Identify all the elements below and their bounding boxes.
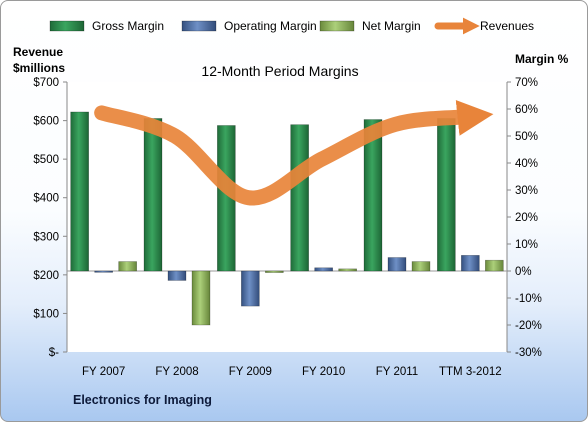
- legend-label: Operating Margin: [224, 19, 317, 33]
- y-right-tick-label: 50%: [515, 131, 538, 143]
- legend-label: Gross Margin: [92, 19, 164, 33]
- x-tick-label: FY 2011: [376, 366, 418, 378]
- bar-gross-margin: [290, 124, 309, 272]
- y-left-tick-label: $400: [33, 193, 59, 205]
- y-left-tick-label: $700: [33, 77, 59, 89]
- bar-gross-margin: [437, 118, 456, 272]
- bar-operating-margin: [461, 255, 480, 272]
- revenue-line: [94, 99, 494, 206]
- y-left-axis: $- $100 $200 $300 $400 $500 $600 $700: [33, 77, 68, 359]
- y-right-tick-label: 20%: [515, 212, 538, 224]
- x-tick-label: FY 2007: [82, 366, 125, 378]
- bar-net-margin: [191, 270, 211, 326]
- y-left-title-line1: Revenue: [13, 45, 63, 59]
- legend-swatch: [319, 20, 355, 32]
- y-left-tick-label: $100: [33, 308, 59, 320]
- bar-gross-margin: [363, 119, 383, 272]
- bar-net-margin: [118, 261, 137, 272]
- bar-operating-margin: [167, 270, 187, 281]
- y-left-tick-label: $300: [33, 231, 59, 243]
- legend-label: Net Margin: [362, 19, 421, 33]
- x-tick-label: FY 2008: [155, 366, 198, 378]
- y-right-tick-label: -10%: [515, 293, 542, 305]
- y-right-title: Margin %: [515, 52, 569, 66]
- x-tick-label: TTM 3-2012: [439, 366, 502, 378]
- bar-operating-margin: [241, 270, 260, 307]
- bar-net-margin: [338, 268, 357, 272]
- revenues-line: [94, 99, 494, 206]
- y-right-tick-label: 0%: [515, 266, 532, 278]
- chart-legend: Gross Margin Operating Margin Net Margin Re…: [49, 17, 534, 35]
- y-right-tick-label: 40%: [515, 158, 538, 170]
- y-right-tick-label: -20%: [515, 320, 542, 332]
- company-name: Electronics for Imaging: [73, 393, 212, 407]
- bar-net-margin: [485, 259, 504, 272]
- y-right-tick-label: 10%: [515, 239, 538, 251]
- legend-swatch: [49, 20, 85, 32]
- y-left-title-line2: $millions: [13, 61, 65, 75]
- y-right-tick-label: 30%: [515, 185, 538, 197]
- y-right-tick-label: -30%: [515, 347, 542, 359]
- y-right-tick-label: 60%: [515, 104, 538, 116]
- y-right-axis: -30% -20% -10% 0% 10% 20% 30% 40% 50% 60% 70%: [506, 77, 542, 359]
- x-axis: FY 2007 FY 2008 FY 2009 FY 2010 FY 2011 TTM 3…: [82, 366, 502, 378]
- y-left-tick-label: $600: [33, 116, 59, 128]
- y-left-tick-label: $-: [49, 347, 59, 359]
- y-left-tick-label: $500: [33, 154, 59, 166]
- bar-net-margin: [265, 270, 284, 273]
- legend-label: Revenues: [480, 19, 534, 33]
- legend-swatch: [181, 20, 217, 32]
- bar-net-margin: [411, 261, 431, 272]
- bar-operating-margin: [314, 267, 333, 272]
- chart-title: 12-Month Period Margins: [201, 63, 358, 79]
- bar-series: [67, 111, 507, 326]
- x-tick-label: FY 2010: [302, 366, 345, 378]
- bar-gross-margin: [143, 118, 163, 272]
- bar-gross-margin: [70, 111, 89, 272]
- y-left-tick-label: $200: [33, 270, 59, 282]
- bar-operating-margin: [94, 270, 113, 273]
- x-tick-label: FY 2009: [229, 366, 272, 378]
- bar-operating-margin: [387, 257, 407, 272]
- y-right-tick-label: 70%: [515, 77, 538, 89]
